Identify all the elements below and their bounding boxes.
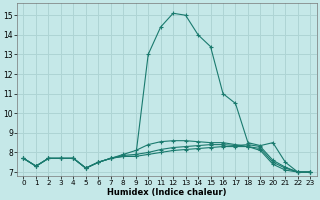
X-axis label: Humidex (Indice chaleur): Humidex (Indice chaleur) bbox=[107, 188, 227, 197]
